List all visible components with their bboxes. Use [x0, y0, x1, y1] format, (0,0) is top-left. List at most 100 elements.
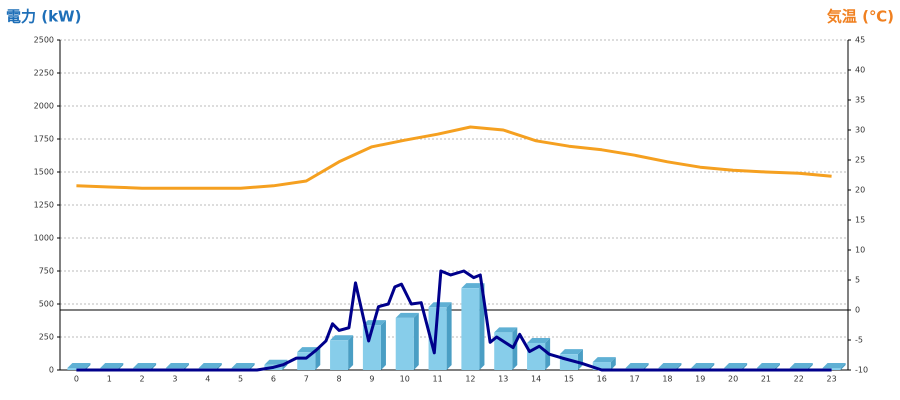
x-tick-label: 18: [662, 375, 672, 384]
bar-face: [643, 363, 649, 370]
x-tick-label: 11: [432, 375, 442, 384]
x-tick-label: 12: [465, 375, 475, 384]
bar-face: [165, 363, 189, 369]
bar-face: [512, 327, 518, 370]
y-axis-title: 電力 (kW): [6, 8, 81, 26]
y2-tick-label: -10: [855, 366, 868, 375]
bar-face: [592, 362, 611, 370]
y2-tick-label: 35: [855, 96, 865, 105]
bar-face: [691, 363, 715, 369]
x-tick-label: 21: [761, 375, 771, 384]
bar-face: [461, 288, 480, 370]
bar: [428, 302, 452, 370]
y2-tick-label: 25: [855, 156, 865, 165]
x-tick-label: 20: [728, 375, 738, 384]
bar-face: [461, 283, 485, 289]
y-tick-label: 0: [49, 366, 54, 375]
y2-tick-label: -5: [855, 336, 863, 345]
line: [76, 125, 832, 190]
x-tick-label: 8: [337, 375, 342, 384]
bar-face: [428, 302, 452, 308]
y2-tick-label: 30: [855, 126, 865, 135]
bar-face: [67, 363, 91, 369]
x-tick-label: 22: [794, 375, 804, 384]
bar-face: [676, 363, 682, 370]
bar-face: [756, 363, 780, 369]
bar-face: [709, 363, 715, 370]
bar: [592, 357, 616, 370]
x-tick-label: 1: [107, 375, 112, 384]
bar-face: [807, 363, 813, 370]
bar-face: [198, 363, 222, 369]
y2-tick-label: 0: [855, 306, 860, 315]
bar-face: [822, 363, 846, 369]
bar-face: [133, 363, 157, 369]
bar-face: [395, 312, 419, 318]
bar-face: [413, 312, 419, 370]
x-tick-label: 5: [238, 375, 243, 384]
bar-face: [610, 357, 616, 370]
bar-face: [380, 320, 386, 370]
y-tick-label: 2500: [34, 36, 54, 45]
bar-face: [724, 363, 748, 369]
y2-axis-title: 気温 (℃): [827, 8, 894, 26]
y-tick-label: 1500: [34, 168, 54, 177]
y-tick-label: 1250: [34, 201, 54, 210]
bar: [330, 335, 354, 370]
y2-tick-label: 5: [855, 276, 860, 285]
bar-face: [625, 363, 649, 369]
bar: [395, 312, 419, 370]
x-tick-label: 6: [271, 375, 276, 384]
bar-face: [330, 335, 354, 341]
x-tick-label: 14: [531, 375, 541, 384]
y-tick-label: 1750: [34, 135, 54, 144]
bar-face: [348, 335, 354, 370]
bar-face: [249, 363, 255, 370]
x-tick-label: 17: [629, 375, 639, 384]
bar-face: [559, 349, 583, 355]
bar-face: [428, 307, 447, 370]
line: [76, 269, 832, 372]
bar-face: [592, 357, 616, 363]
bar-face: [330, 340, 349, 370]
bar-face: [494, 332, 513, 370]
x-tick-label: 10: [400, 375, 410, 384]
y-tick-label: 2000: [34, 102, 54, 111]
x-tick-label: 13: [498, 375, 508, 384]
bar-face: [742, 363, 748, 370]
x-tick-label: 3: [172, 375, 177, 384]
bar-face: [840, 363, 846, 370]
bar-face: [264, 359, 288, 365]
y-tick-label: 500: [39, 300, 54, 309]
bar-face: [151, 363, 157, 370]
y2-tick-label: 10: [855, 246, 865, 255]
bar: [461, 283, 485, 370]
x-tick-label: 16: [597, 375, 607, 384]
bar-face: [100, 363, 124, 369]
bar-face: [183, 363, 189, 370]
bar-face: [789, 363, 813, 369]
bar-face: [527, 337, 551, 343]
y2-tick-label: 40: [855, 66, 865, 75]
y2-tick-label: 15: [855, 216, 865, 225]
y2-tick-label: 20: [855, 186, 865, 195]
x-tick-label: 2: [140, 375, 145, 384]
x-tick-label: 0: [74, 375, 79, 384]
bar: [494, 327, 518, 370]
x-tick-label: 7: [304, 375, 309, 384]
bar-face: [774, 363, 780, 370]
bar-face: [118, 363, 124, 370]
bar-face: [494, 327, 518, 333]
y-tick-label: 1000: [34, 234, 54, 243]
x-tick-label: 15: [564, 375, 574, 384]
bar-face: [395, 317, 414, 370]
bar-face: [658, 363, 682, 369]
x-tick-label: 19: [695, 375, 705, 384]
x-tick-label: 9: [369, 375, 374, 384]
bar-face: [231, 363, 255, 369]
y-tick-label: 750: [39, 267, 54, 276]
x-tick-label: 4: [205, 375, 210, 384]
bar-face: [446, 302, 452, 370]
y2-tick-label: 45: [855, 36, 865, 45]
